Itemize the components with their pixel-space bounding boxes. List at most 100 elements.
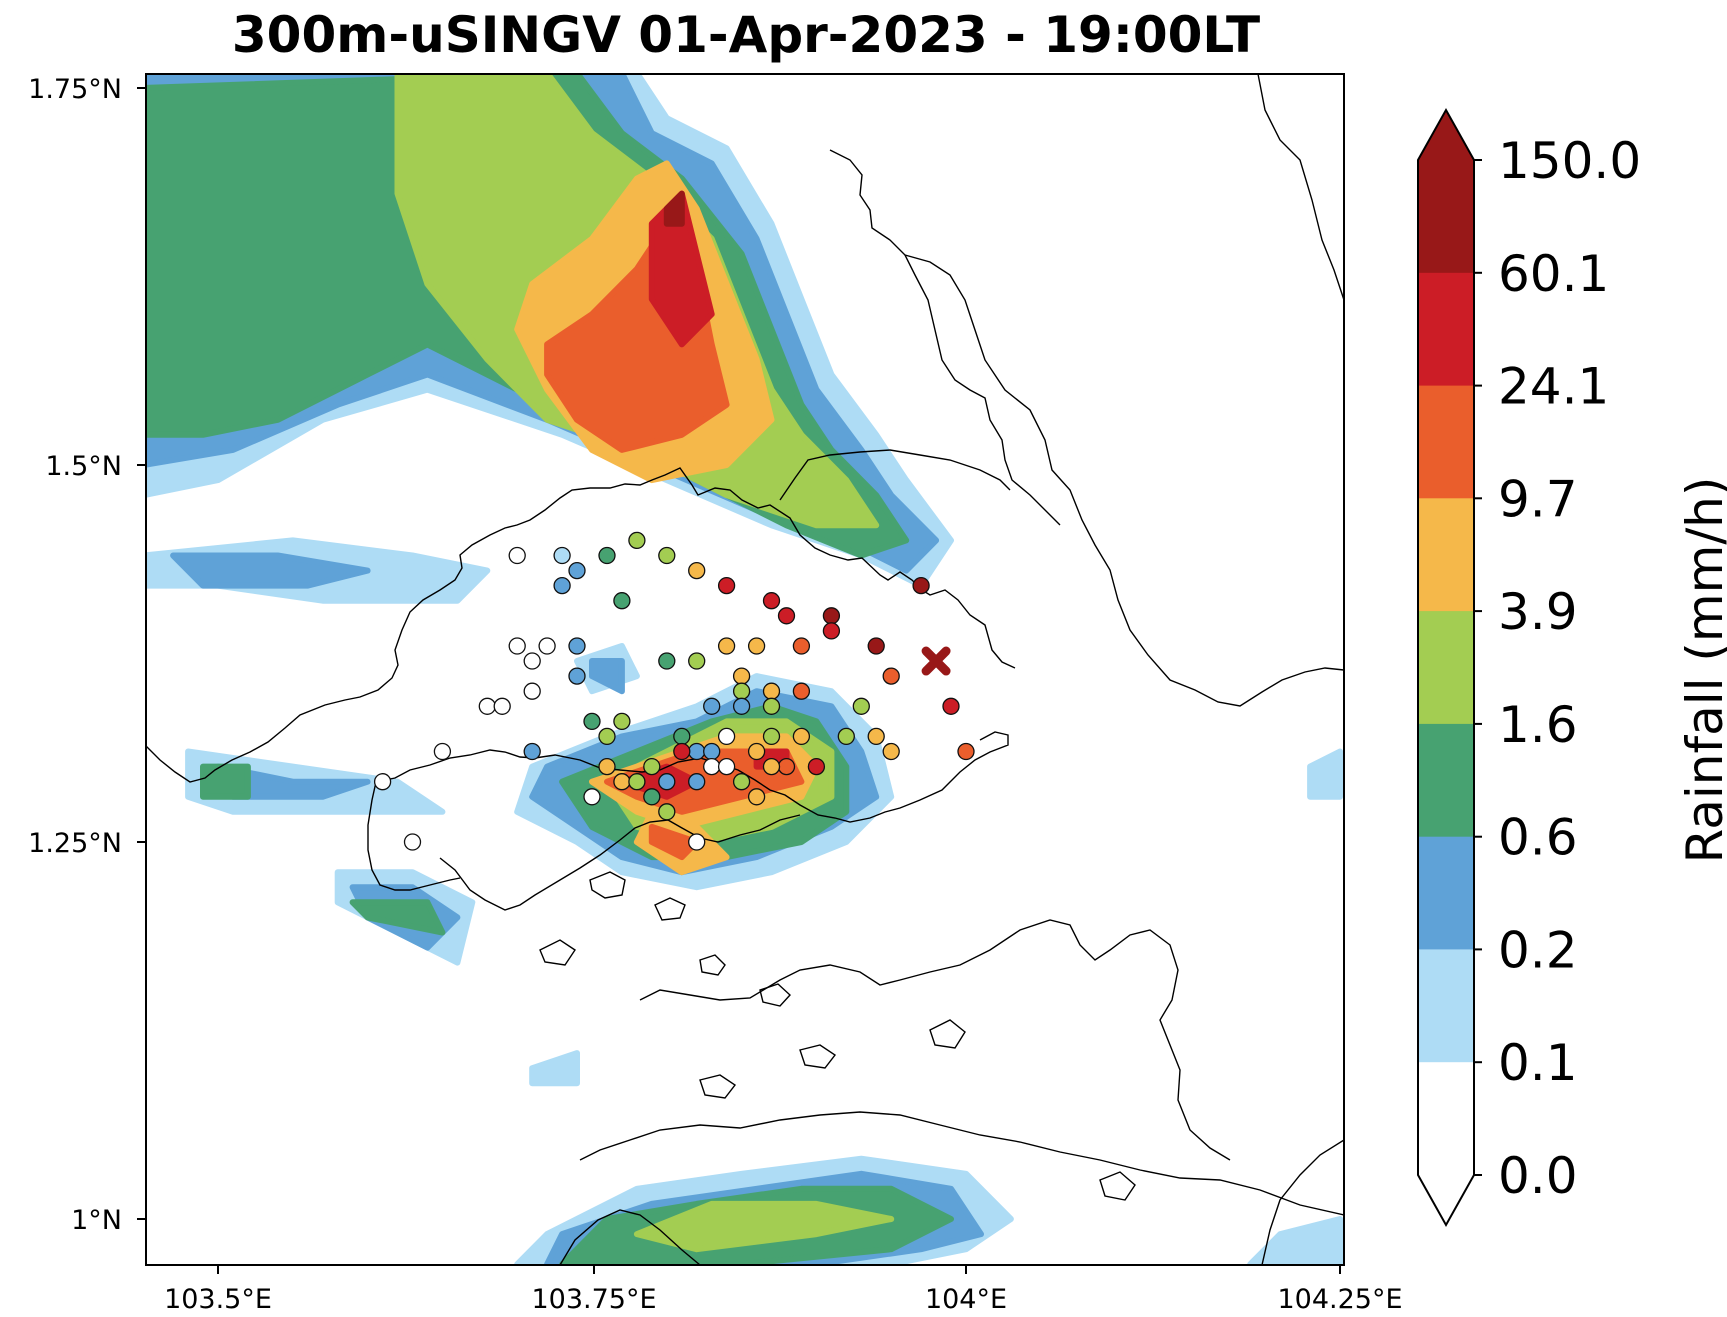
station-point — [882, 667, 900, 685]
station-point — [568, 667, 586, 685]
islet-3 — [539, 939, 576, 966]
station-point — [688, 773, 706, 791]
x-tick-label: 104.25°E — [1277, 1284, 1402, 1315]
station-point — [732, 697, 751, 715]
max-rainfall-x-icon — [921, 646, 951, 676]
station-point — [732, 667, 751, 685]
johor-strait-north-coast — [779, 449, 1011, 501]
station-point — [957, 742, 975, 761]
colorbar-tick-label: 150.0 — [1498, 132, 1641, 190]
islet-8 — [699, 954, 726, 976]
y-tick-label: 1.5°N — [45, 451, 122, 482]
station-point — [523, 652, 541, 670]
station-point — [703, 742, 721, 761]
station-point — [762, 697, 781, 715]
station-point — [523, 682, 541, 700]
rainfall-contour-level-2 — [170, 552, 371, 589]
station-point — [553, 546, 571, 565]
y-tick-label: 1°N — [71, 1205, 122, 1236]
station-point — [732, 682, 751, 700]
rainfall-contour-level-4 — [633, 1200, 895, 1253]
station-point — [792, 682, 811, 700]
station-point — [792, 727, 811, 746]
x-tick-label: 104°E — [925, 1284, 1007, 1315]
jurong-coast — [439, 814, 801, 911]
station-point — [777, 757, 796, 776]
islet-1 — [589, 871, 626, 899]
station-point — [628, 531, 646, 550]
map-title: 300m-uSINGV 01-Apr-2023 - 19:00LT — [232, 6, 1260, 64]
station-point — [403, 833, 422, 851]
station-point — [643, 788, 661, 806]
colorbar-tick-label: 9.7 — [1498, 470, 1578, 528]
station-point — [717, 637, 736, 655]
station-point — [688, 833, 706, 851]
station-point — [493, 697, 511, 715]
station-point — [568, 637, 586, 655]
station-point — [792, 637, 811, 655]
station-point — [717, 576, 736, 595]
station-point — [867, 727, 885, 746]
islet-6 — [929, 1019, 966, 1049]
station-point — [747, 788, 766, 806]
singapore-island-coastline — [367, 731, 1009, 891]
station-point — [433, 742, 452, 761]
colorbar-tick-label: 3.9 — [1498, 583, 1578, 641]
station-point — [613, 592, 631, 610]
riau-islands-coast — [579, 1111, 1344, 1216]
rainfall-contour-level-1 — [1307, 748, 1343, 800]
plot-frame — [145, 73, 1345, 1266]
station-point — [822, 607, 841, 625]
station-point — [703, 757, 721, 776]
islet-4 — [699, 1074, 737, 1099]
colorbar-tick-label: 0.6 — [1498, 809, 1578, 867]
station-point — [583, 788, 601, 806]
station-point — [882, 742, 900, 761]
station-point — [538, 637, 556, 655]
colorbar-tick-label: 0.0 — [1498, 1147, 1578, 1205]
station-point — [777, 607, 796, 625]
batam-coast — [639, 919, 1231, 1161]
islet-7 — [1099, 1171, 1136, 1201]
y-tick-label: 1.25°N — [28, 828, 122, 859]
pengerang-coastline — [1257, 74, 1344, 301]
y-axis: 1.75°N 1.5°N 1.25°N 1°N — [28, 74, 146, 1236]
station-point — [807, 757, 826, 776]
max-rainfall-marker — [921, 646, 951, 676]
colorbar-segment — [1418, 723, 1474, 838]
station-point — [553, 576, 571, 595]
station-point — [837, 727, 855, 746]
rainfall-contour-level-1 — [529, 1050, 580, 1087]
colorbar-min-extension — [1418, 1175, 1474, 1225]
station-point — [762, 682, 781, 700]
coastline — [146, 74, 1344, 1265]
station-point — [852, 697, 870, 715]
bintan-coast — [1261, 1139, 1344, 1265]
station-point — [598, 546, 616, 565]
station-point — [747, 742, 766, 761]
johor-river — [829, 149, 1061, 526]
station-point — [508, 546, 526, 565]
station-point — [688, 561, 706, 580]
colorbar-segment — [1418, 949, 1474, 1063]
colorbar-tick-label: 0.1 — [1498, 1034, 1578, 1092]
station-point — [747, 637, 766, 655]
rainfall-contour-level-3 — [200, 763, 251, 800]
colorbar-segment — [1418, 836, 1474, 950]
station-point — [822, 622, 841, 640]
station-point — [583, 712, 601, 731]
southern-islands-coast — [559, 1209, 701, 1265]
station-point — [762, 757, 781, 776]
islet-2 — [654, 897, 686, 921]
colorbar-tick-label: 0.2 — [1498, 921, 1578, 979]
station-point — [598, 757, 616, 776]
x-axis: 103.5°E 103.75°E 104°E 104.25°E — [164, 1265, 1403, 1315]
rainfall-contour-level-3 — [349, 899, 446, 936]
station-point — [658, 773, 676, 791]
station-point — [762, 592, 781, 610]
rainfall-contour-level-2 — [589, 658, 625, 695]
station-point — [867, 637, 885, 655]
station-point — [613, 773, 631, 791]
station-point — [717, 727, 736, 746]
